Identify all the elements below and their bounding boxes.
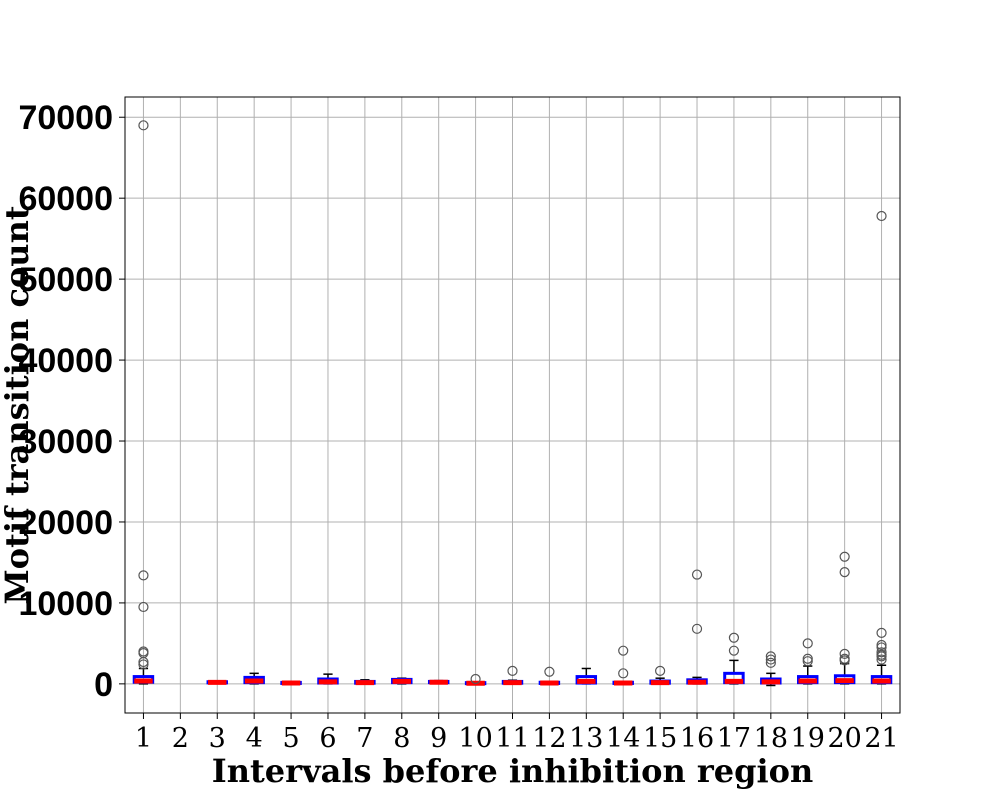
flier-point [876,649,887,660]
box-12 [538,666,561,686]
box-18 [760,651,782,687]
x-tick-label: 8 [393,723,410,754]
boxes [132,120,893,687]
x-tick-label: 2 [172,723,189,754]
flier-point [876,654,887,665]
box-13 [575,667,598,685]
flier-point [839,648,850,660]
y-tick-labels: 0 10000 20000 30000 40000 50000 60000 70000 [18,99,125,704]
flier-point [765,654,776,665]
x-tick-label: 3 [209,723,226,754]
flier-point [765,651,776,662]
flier-point [876,642,887,653]
x-tick-label: 13 [569,723,603,754]
x-tick-label: 21 [864,723,898,754]
flier-point [138,601,149,613]
flier-point [839,551,850,562]
box-20 [833,551,856,685]
box-1 [132,120,155,685]
flier-point [876,639,887,651]
flier-point [802,656,813,667]
grid-lines [125,97,900,713]
flier-point [618,668,629,679]
y-tick-label: 70000 [18,99,113,137]
x-tick-label: 4 [246,723,263,754]
flier-point [507,665,518,677]
x-tick-label: 14 [606,723,640,754]
y-tick-label: 30000 [18,423,113,461]
x-tick-label: 20 [827,723,861,754]
y-tick-label: 40000 [18,342,113,380]
flier-point [802,653,813,664]
flier-point [728,645,740,656]
flier-point [876,627,887,638]
box-6 [317,673,339,685]
flier-point [691,569,703,580]
x-tick-labels: 1 2 3 4 5 6 7 8 9 10 11 12 13 14 15 16 17 18 19 20 21 [135,713,899,754]
x-tick-label: 9 [430,723,447,754]
x-tick-label: 15 [643,723,677,754]
box-21 [870,210,893,685]
box-10 [464,673,487,686]
box-17 [723,632,745,685]
x-tick-label: 1 [135,723,152,754]
box-14 [612,645,634,686]
flier-point [839,567,850,578]
y-tick-label: 0 [94,666,113,704]
box-11 [501,665,524,686]
y-axis-label: Motif transition count [0,205,36,604]
x-tick-label: 7 [356,723,373,754]
flier-point [728,632,740,643]
box-3 [206,679,228,685]
x-tick-label: 5 [282,723,299,754]
flier-point [138,659,149,670]
y-tick-label: 10000 [18,585,113,623]
x-axis-label: Intervals before inhibition region [212,752,814,790]
box-16 [686,569,708,685]
flier-point [655,665,666,677]
box-4 [243,672,265,685]
flier-point [618,645,629,656]
x-tick-label: 11 [495,723,529,754]
x-tick-label: 10 [458,723,492,754]
x-tick-label: 16 [680,723,714,754]
box-7 [354,679,376,686]
flier-point [839,653,850,664]
x-tick-label: 17 [717,723,751,754]
y-tick-label: 60000 [18,180,113,218]
x-tick-label: 18 [754,723,788,754]
flier-point [138,646,149,657]
y-tick-label: 20000 [18,504,113,542]
flier-point [691,623,703,634]
x-tick-label: 12 [532,723,566,754]
flier-point [138,570,149,581]
flier-point [765,657,776,668]
flier-point [876,647,887,658]
flier-point [470,673,481,685]
box-19 [797,638,819,685]
box-5 [280,680,302,686]
flier-point [876,210,887,222]
box-8 [391,677,413,685]
flier-point [138,120,149,131]
box-9 [427,679,450,685]
flier-point [802,638,813,649]
box-15 [649,665,671,686]
x-tick-label: 19 [791,723,825,754]
y-tick-label: 50000 [18,261,113,299]
x-tick-label: 6 [319,723,336,754]
flier-point [544,666,555,677]
